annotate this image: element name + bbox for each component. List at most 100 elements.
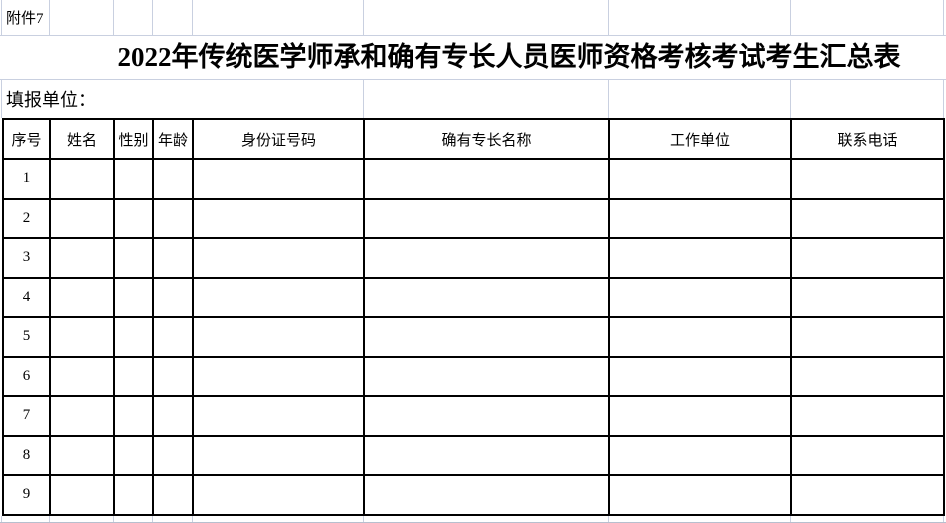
attachment-label: 附件7 [6, 11, 44, 27]
gridline-vertical [363, 0, 364, 35]
cell-phone[interactable] [790, 316, 945, 358]
cell-age[interactable] [152, 237, 194, 279]
cell-age[interactable] [152, 395, 194, 437]
cell-gender[interactable] [113, 316, 154, 358]
cell-work_unit[interactable] [608, 355, 792, 397]
column-header-gender: 性别 [113, 118, 154, 160]
cell-id_number[interactable] [192, 237, 365, 279]
cell-phone[interactable] [790, 276, 945, 318]
cell-age[interactable] [152, 316, 194, 358]
cell-work_unit[interactable] [608, 434, 792, 476]
cell-name[interactable] [49, 474, 115, 516]
cell-age[interactable] [152, 276, 194, 318]
cell-work_unit[interactable] [608, 316, 792, 358]
gridline-vertical [943, 516, 944, 523]
cell-id_number[interactable] [192, 474, 365, 516]
cell-gender[interactable] [113, 355, 154, 397]
table-header-row: 序号 姓名 性别 年龄 身份证号码 确有专长名称 工作单位 联系电话 [2, 118, 945, 160]
gridline-horizontal [0, 35, 946, 36]
gridline-vertical [152, 0, 153, 35]
cell-phone[interactable] [790, 355, 945, 397]
gridline-vertical [1, 79, 2, 118]
gridline-vertical [113, 0, 114, 35]
cell-gender[interactable] [113, 474, 154, 516]
cell-name[interactable] [49, 276, 115, 318]
gridline-vertical [1, 516, 2, 523]
cell-age[interactable] [152, 197, 194, 239]
cell-specialty[interactable] [363, 316, 610, 358]
gridline-vertical [608, 79, 609, 118]
gridline-vertical [943, 79, 944, 118]
column-header-phone: 联系电话 [790, 118, 945, 160]
cell-gender[interactable] [113, 434, 154, 476]
cell-id_number[interactable] [192, 276, 365, 318]
table-row: 4 [2, 276, 945, 318]
cell-specialty[interactable] [363, 474, 610, 516]
cell-name[interactable] [49, 237, 115, 279]
cell-work_unit[interactable] [608, 474, 792, 516]
column-header-age: 年龄 [152, 118, 194, 160]
cell-specialty[interactable] [363, 434, 610, 476]
cell-phone[interactable] [790, 237, 945, 279]
cell-gender[interactable] [113, 158, 154, 200]
column-header-name: 姓名 [49, 118, 115, 160]
cell-specialty[interactable] [363, 355, 610, 397]
cell-gender[interactable] [113, 237, 154, 279]
row-index-cell: 9 [2, 474, 51, 516]
reporting-unit-label: 填报单位： [6, 89, 96, 110]
cell-work_unit[interactable] [608, 158, 792, 200]
gridline-vertical [790, 0, 791, 35]
cell-phone[interactable] [790, 197, 945, 239]
cell-id_number[interactable] [192, 197, 365, 239]
cell-name[interactable] [49, 158, 115, 200]
row-index-cell: 8 [2, 434, 51, 476]
gridline-vertical [192, 0, 193, 35]
gridline-vertical [363, 79, 364, 118]
cell-phone[interactable] [790, 158, 945, 200]
table-row: 3 [2, 237, 945, 279]
column-header-work_unit: 工作单位 [608, 118, 792, 160]
cell-work_unit[interactable] [608, 197, 792, 239]
cell-specialty[interactable] [363, 158, 610, 200]
cell-name[interactable] [49, 355, 115, 397]
cell-specialty[interactable] [363, 395, 610, 437]
gridline-vertical [113, 516, 114, 523]
cell-gender[interactable] [113, 197, 154, 239]
cell-phone[interactable] [790, 474, 945, 516]
table-row: 6 [2, 355, 945, 397]
table-row: 5 [2, 316, 945, 358]
cell-id_number[interactable] [192, 395, 365, 437]
table-row: 7 [2, 395, 945, 437]
cell-age[interactable] [152, 474, 194, 516]
table-row: 2 [2, 197, 945, 239]
gridline-vertical [49, 0, 50, 35]
cell-id_number[interactable] [192, 316, 365, 358]
cell-name[interactable] [49, 434, 115, 476]
table-row: 8 [2, 434, 945, 476]
cell-specialty[interactable] [363, 197, 610, 239]
column-header-id_number: 身份证号码 [192, 118, 365, 160]
cell-work_unit[interactable] [608, 395, 792, 437]
column-header-index: 序号 [2, 118, 51, 160]
cell-name[interactable] [49, 316, 115, 358]
cell-age[interactable] [152, 158, 194, 200]
cell-specialty[interactable] [363, 276, 610, 318]
cell-work_unit[interactable] [608, 276, 792, 318]
cell-gender[interactable] [113, 395, 154, 437]
cell-id_number[interactable] [192, 158, 365, 200]
cell-work_unit[interactable] [608, 237, 792, 279]
cell-phone[interactable] [790, 395, 945, 437]
cell-age[interactable] [152, 434, 194, 476]
cell-specialty[interactable] [363, 237, 610, 279]
cell-phone[interactable] [790, 434, 945, 476]
cell-id_number[interactable] [192, 434, 365, 476]
gridline-vertical [943, 0, 944, 35]
cell-name[interactable] [49, 197, 115, 239]
cell-age[interactable] [152, 355, 194, 397]
cell-id_number[interactable] [192, 355, 365, 397]
cell-name[interactable] [49, 395, 115, 437]
cell-gender[interactable] [113, 276, 154, 318]
sheet-title: 2022年传统医学师承和确有专长人员医师资格考核考试考生汇总表 [117, 42, 901, 72]
